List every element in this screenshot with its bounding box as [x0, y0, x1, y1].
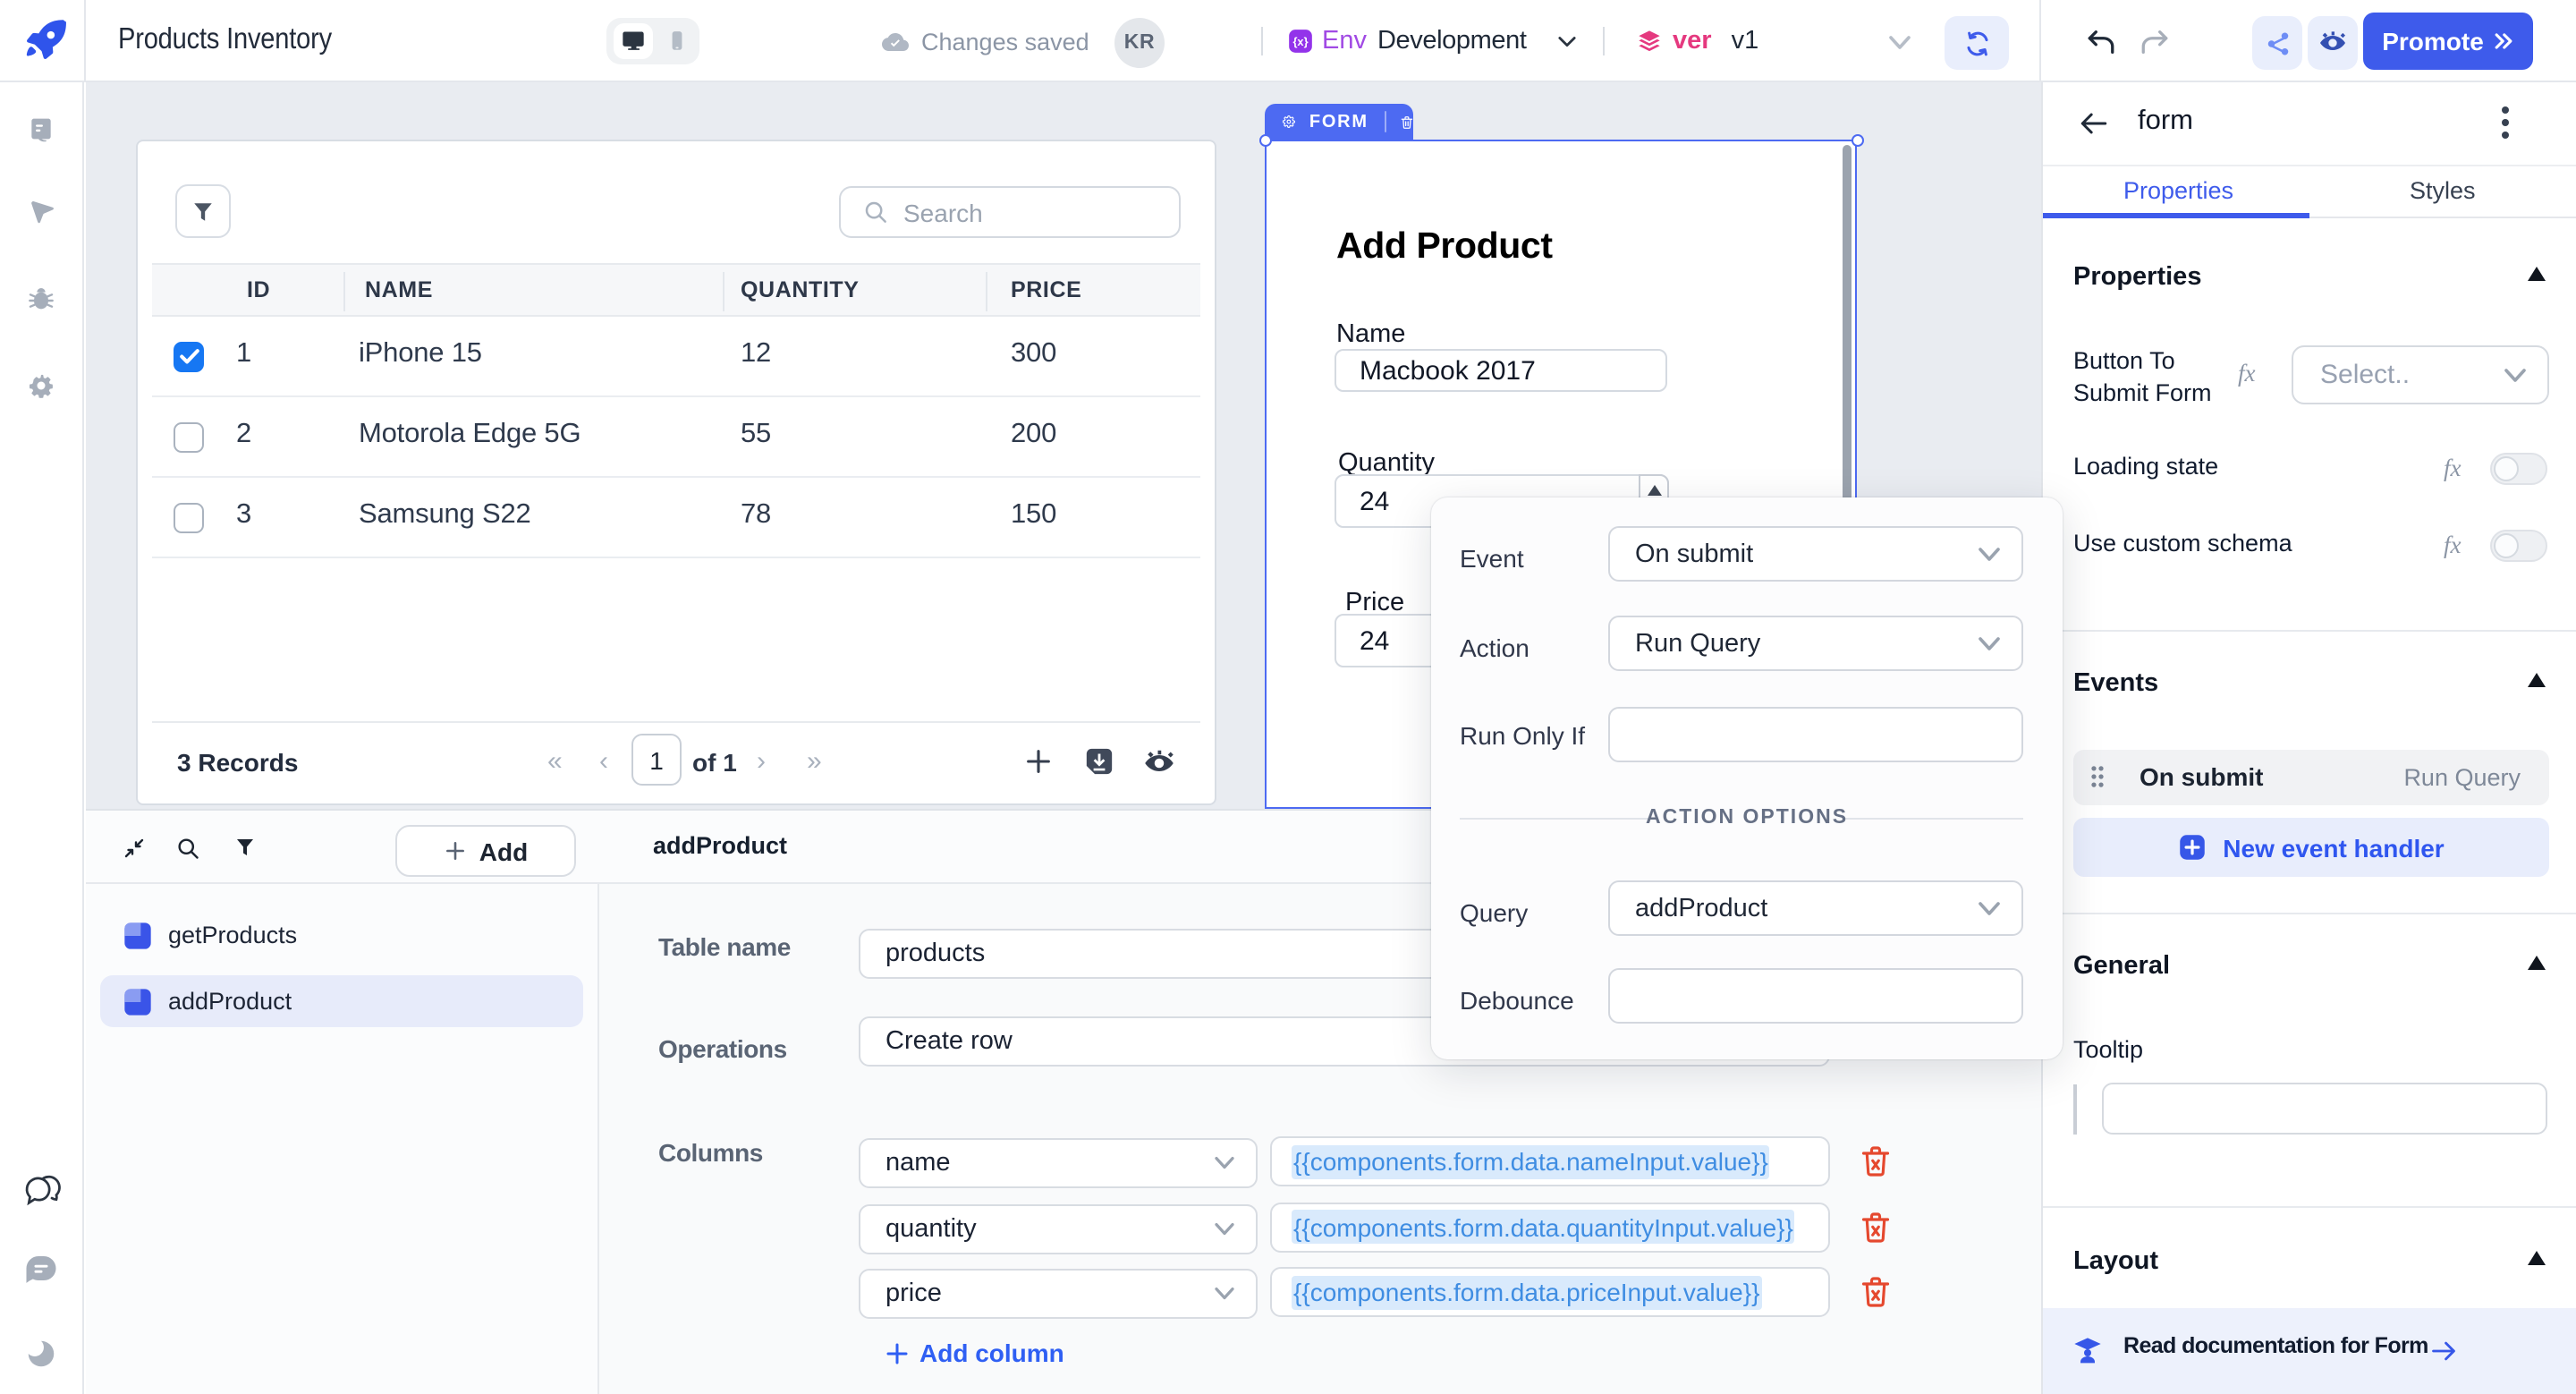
- svg-text:{x}: {x}: [1292, 35, 1308, 48]
